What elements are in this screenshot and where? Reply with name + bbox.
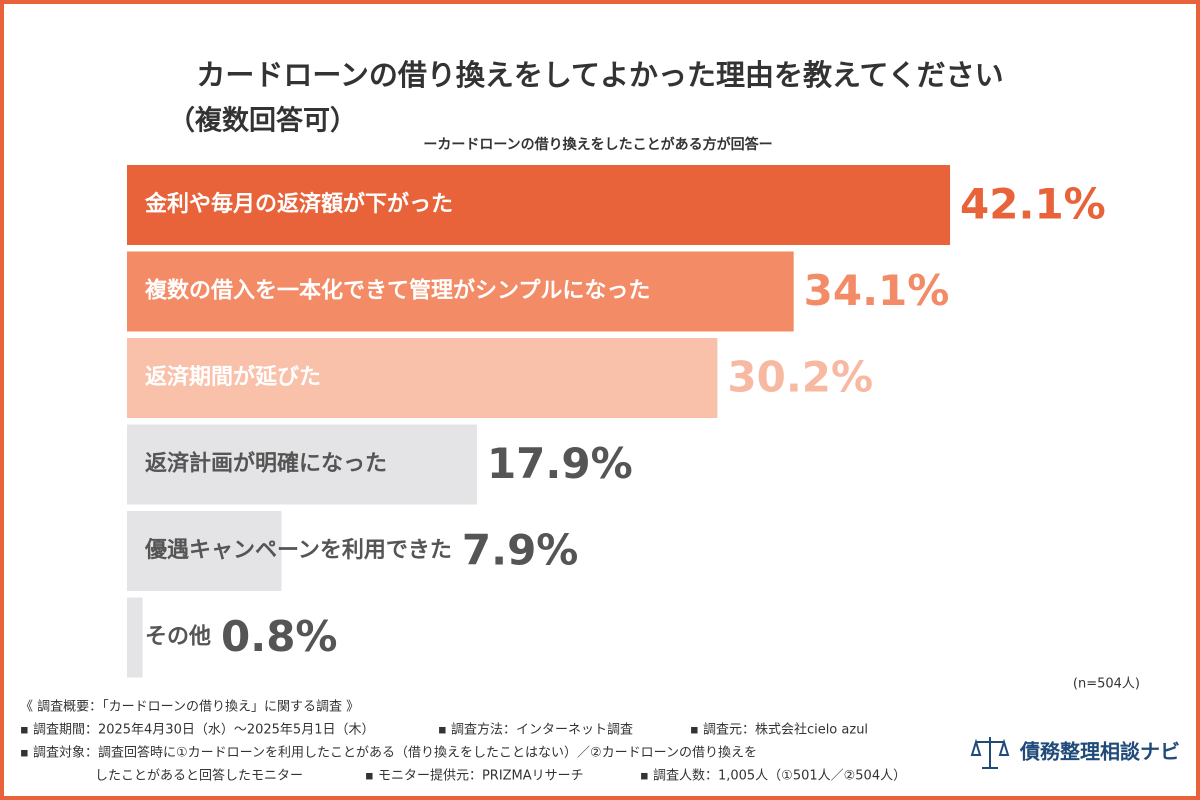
category-label: 優遇キャンペーンを利用できた (144, 538, 452, 563)
value-label: 7.9% (462, 526, 578, 575)
category-label: 複数の借入を一本化できて管理がシンプルになった (145, 278, 650, 304)
subtitle: ーカードローンの借り換えをしたことがある方が回答ー (423, 136, 772, 153)
footer-count: ▪ 調査人数：1,005人（①501人／②504人） (640, 769, 906, 784)
value-label: 0.8% (221, 612, 337, 661)
logo-text: 債務整理相談ナビ (1019, 740, 1180, 764)
footer-method: ▪ 調査方法：インターネット調査 (438, 722, 633, 738)
footer-target: したことがあると回答したモニター (95, 768, 303, 784)
category-label: 金利や毎月の返済額が下がった (144, 191, 453, 217)
value-label: 30.2% (727, 353, 873, 402)
value-label: 42.1% (960, 180, 1106, 229)
category-label: 返済計画が明確になった (145, 451, 387, 477)
footer-target: ▪ 調査対象：調査回答時に①カードローンを利用したことがある（借り換えをしたこと… (20, 745, 757, 761)
footer-period: ▪ 調査期間：2025年4月30日（水）～2025年5月1日（木） (20, 723, 374, 738)
bar (127, 251, 794, 332)
logo-icon (970, 737, 1010, 769)
bar (127, 165, 951, 245)
title-note: （複数回答可） (168, 105, 357, 137)
footer-source: ▪ 調査元：株式会社cielo azul (690, 722, 868, 738)
footer-heading: 《 調査概要：「カードローンの借り換え」に関する調査 》 (20, 700, 359, 715)
bar (127, 511, 282, 591)
bar (127, 424, 477, 505)
footer-provider: ▪ モニター提供元：PRIZMAリサーチ (365, 768, 584, 784)
value-label: 34.1% (804, 266, 950, 315)
bar (127, 338, 718, 418)
chart-title: カードローンの借り換えをしてよかった理由を教えてください (196, 58, 1003, 92)
value-label: 17.9% (487, 439, 633, 488)
sample-note: (n=504人) (1073, 677, 1140, 692)
category-label: 返済期間が延びた (145, 364, 321, 390)
bar (127, 597, 143, 678)
category-label: その他 (145, 625, 211, 650)
